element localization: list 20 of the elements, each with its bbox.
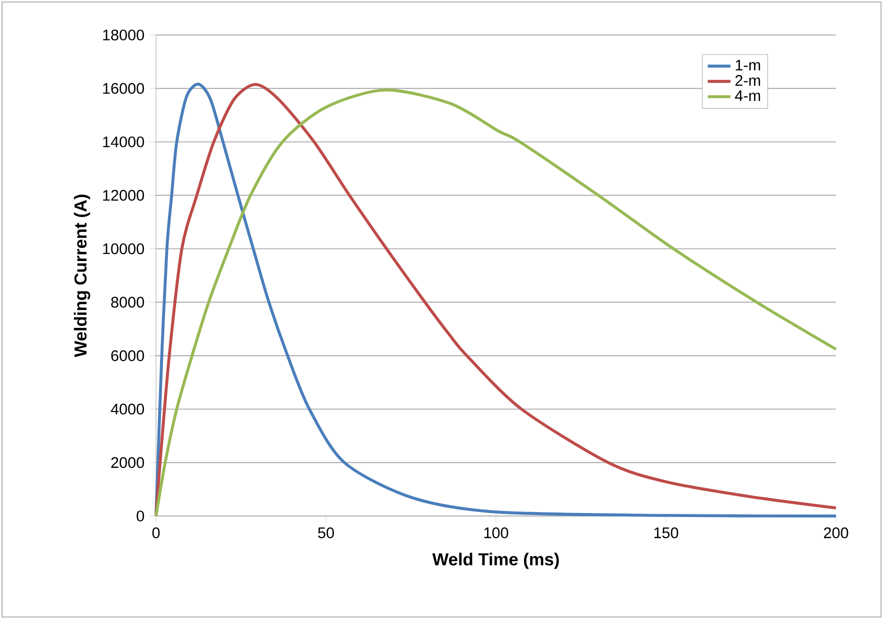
x-tick-label: 200 xyxy=(824,527,848,538)
legend-label: 1-m xyxy=(736,60,760,70)
y-tick-label: 8000 xyxy=(111,296,144,308)
x-tick-label: 150 xyxy=(654,527,678,538)
y-tick-label: 0 xyxy=(136,510,144,522)
y-tick-label: 16000 xyxy=(103,83,144,94)
y-axis-title: Welding Current (A) xyxy=(74,194,90,358)
y-tick-label: 18000 xyxy=(103,30,144,40)
legend-label: 4-m xyxy=(735,90,760,101)
y-tick-label: 6000 xyxy=(111,350,144,362)
y-tick-label: 2000 xyxy=(111,457,144,468)
y-tick-label: 4000 xyxy=(110,404,144,415)
y-tick-label: 10000 xyxy=(103,243,144,254)
legend-label: 2-m xyxy=(735,75,760,86)
x-axis-title: Weld Time (ms) xyxy=(432,552,559,569)
x-tick-label: 100 xyxy=(484,527,508,538)
y-tick-label: 12000 xyxy=(103,190,144,201)
y-tick-label: 14000 xyxy=(103,136,144,148)
x-tick-label: 0 xyxy=(152,527,160,538)
x-tick-label: 50 xyxy=(318,527,334,538)
